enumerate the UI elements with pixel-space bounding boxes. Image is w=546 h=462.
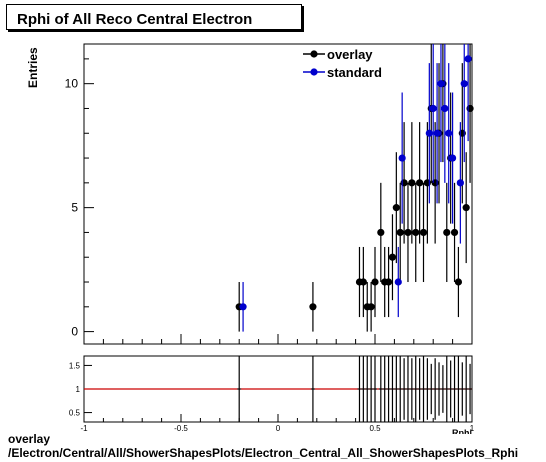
main-plot-frame	[83, 43, 473, 345]
y-tick-label: 0	[71, 325, 78, 339]
legend: overlay standard	[303, 47, 382, 80]
data-point	[460, 80, 468, 88]
data-point	[449, 154, 457, 162]
data-point	[419, 228, 428, 237]
data-point	[392, 204, 400, 212]
data-point	[454, 278, 463, 286]
y-tick-label: 5	[71, 201, 78, 215]
main-plot-axes: 0 5 10	[65, 58, 473, 344]
data-point	[309, 303, 317, 311]
data-point	[443, 228, 451, 237]
data-point	[384, 278, 393, 286]
data-point	[441, 104, 449, 113]
ratio-x-tick-label: 0.5	[369, 424, 381, 433]
legend-marker	[310, 50, 318, 58]
chart-title: Rphi of All Reco Central Electron	[17, 11, 253, 28]
data-point	[396, 228, 404, 237]
data-point	[425, 129, 433, 137]
data-point	[437, 80, 445, 88]
ratio-x-tick-label: -0.5	[174, 424, 188, 433]
ratio-x-tick-label: 0	[276, 424, 281, 433]
data-point	[464, 55, 472, 63]
data-point	[433, 129, 441, 137]
y-tick-label: 10	[65, 77, 79, 91]
data-point	[367, 303, 375, 311]
main-plot-marks	[235, 44, 474, 332]
legend-label: overlay	[327, 47, 373, 62]
legend-marker	[310, 68, 318, 76]
ratio-x-tick-label: 1	[470, 424, 475, 433]
ratio-plot-marks	[84, 356, 473, 422]
data-point	[412, 228, 420, 237]
data-point	[377, 228, 385, 237]
data-point	[388, 253, 397, 261]
data-point	[398, 154, 406, 162]
data-point	[429, 104, 437, 113]
chart-title-box: Rphi of All Reco Central Electron	[6, 4, 302, 30]
x-axis-label: Rphi	[452, 428, 472, 434]
ratio-x-tick-label: -1	[80, 424, 88, 433]
data-point	[371, 278, 379, 286]
ratio-plot-axes: 0.5 1 1.5 -1 -0.5 0 0.5 1	[69, 361, 475, 433]
data-point	[394, 278, 402, 286]
ratio-y-tick-label: 1.5	[69, 361, 81, 370]
legend-label: standard	[327, 65, 382, 80]
ratio-y-tick-label: 0.5	[69, 409, 81, 418]
y-axis-label: Entries	[26, 47, 40, 88]
data-point	[404, 228, 412, 237]
caption-line-1: overlay	[8, 432, 51, 446]
data-point	[416, 179, 424, 187]
ratio-y-tick-label: 1	[76, 385, 81, 394]
data-point	[408, 179, 416, 187]
data-point	[359, 278, 367, 286]
data-point	[450, 228, 459, 237]
data-point	[456, 179, 464, 187]
data-point	[462, 204, 470, 212]
data-point	[239, 303, 247, 311]
data-point	[445, 129, 453, 137]
caption-line-2: /Electron/Central/All/ShowerShapesPlots/…	[8, 446, 519, 460]
